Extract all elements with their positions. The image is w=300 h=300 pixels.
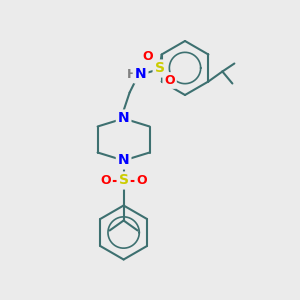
Text: H: H [126,68,137,81]
Text: N: N [135,68,146,82]
Text: O: O [142,50,153,63]
Text: O: O [164,74,175,87]
Text: N: N [118,112,129,125]
Text: O: O [100,174,111,187]
Text: O: O [136,174,147,187]
Text: S: S [154,61,165,76]
Text: N: N [118,154,129,167]
Text: S: S [118,173,129,188]
